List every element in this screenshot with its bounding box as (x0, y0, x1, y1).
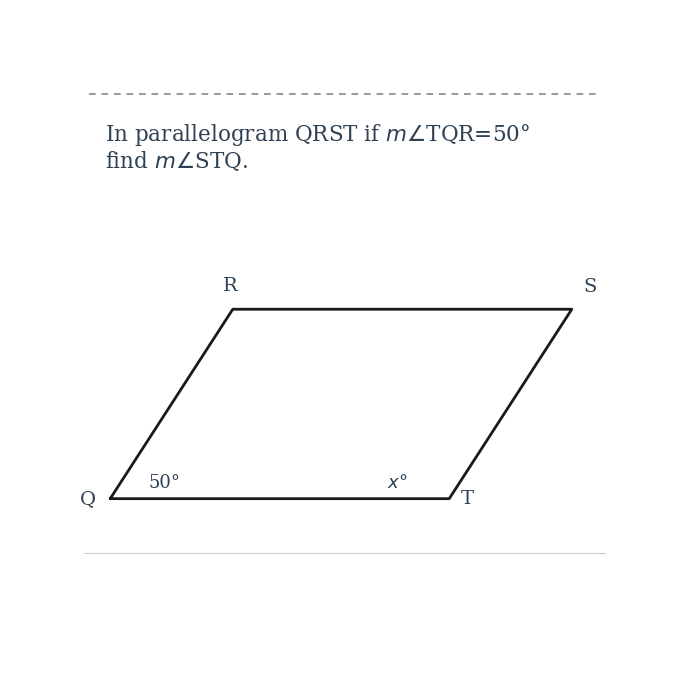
Text: S: S (583, 278, 596, 297)
Text: $x$°: $x$° (387, 474, 407, 492)
Text: 50°: 50° (149, 474, 181, 492)
Text: Q: Q (79, 489, 96, 508)
Text: R: R (223, 277, 238, 295)
Text: T: T (461, 489, 474, 508)
Text: In parallelogram QRST if $m\angle$TQR=50°: In parallelogram QRST if $m\angle$TQR=50… (105, 123, 530, 148)
Text: find $m\angle$STQ.: find $m\angle$STQ. (105, 150, 248, 173)
